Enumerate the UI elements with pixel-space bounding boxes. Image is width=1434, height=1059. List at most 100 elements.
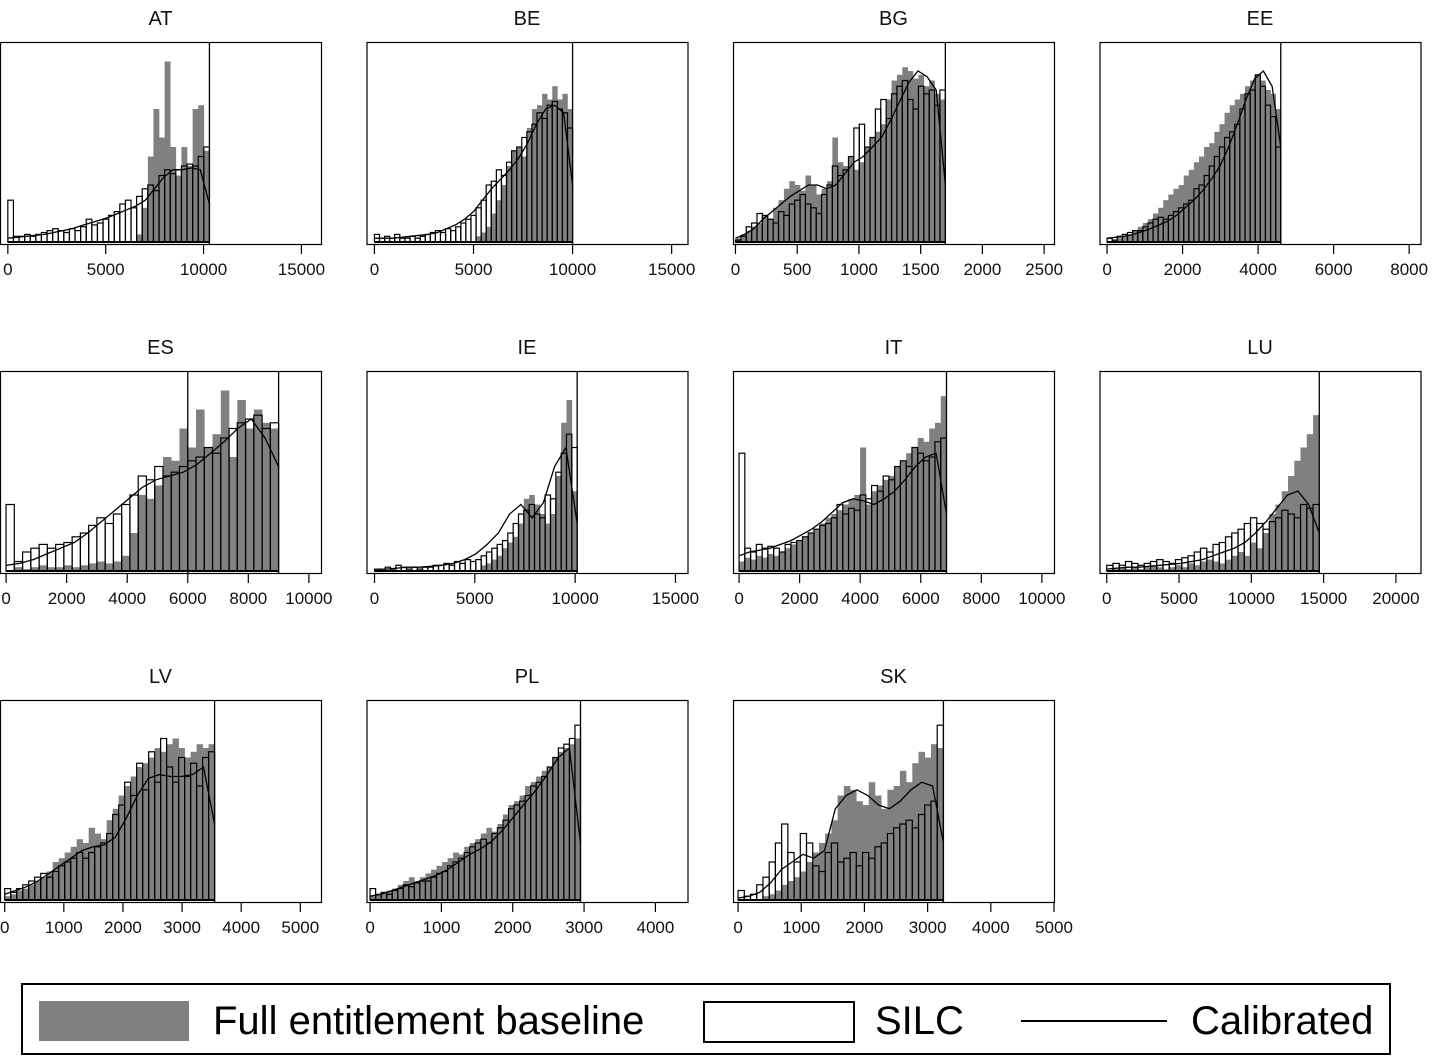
- baseline-bar: [1194, 565, 1201, 571]
- baseline-bar: [72, 567, 81, 571]
- baseline-bar: [154, 485, 164, 571]
- baseline-bar: [63, 565, 73, 571]
- baseline-bar: [547, 99, 553, 242]
- baseline-bar: [192, 109, 199, 242]
- baseline-bar: [569, 744, 576, 900]
- baseline-bar: [902, 67, 908, 242]
- x-tick-label: 0: [734, 589, 743, 608]
- x-tick-label: 4000: [222, 918, 260, 937]
- baseline-bar: [1163, 200, 1169, 242]
- x-tick-label: 2000: [1164, 260, 1202, 279]
- baseline-bar: [10, 894, 18, 900]
- calibrated-line: [374, 445, 578, 570]
- baseline-bar: [837, 162, 844, 242]
- x-tick-label: 6000: [1315, 260, 1353, 279]
- x-tick-label: 15000: [278, 260, 325, 279]
- plot-frame: [1099, 370, 1422, 575]
- baseline-bar: [860, 447, 867, 571]
- baseline-bar: [220, 390, 230, 571]
- baseline-bar: [821, 188, 828, 242]
- baseline-bar: [1275, 109, 1282, 242]
- x-tick-label: 10000: [549, 260, 596, 279]
- baseline-bar: [906, 453, 913, 571]
- baseline-bar: [516, 147, 523, 242]
- baseline-bar: [563, 748, 570, 900]
- baseline-bar: [138, 495, 147, 571]
- baseline-bar: [508, 805, 515, 900]
- baseline-bar: [481, 565, 487, 571]
- calibrated-line: [7, 167, 211, 239]
- x-tick-label: 1500: [902, 260, 940, 279]
- baseline-bar: [1270, 93, 1276, 242]
- baseline-bar: [775, 890, 782, 900]
- baseline-bar: [1213, 561, 1220, 571]
- baseline-bar: [924, 757, 932, 900]
- baseline-bar: [806, 862, 814, 900]
- baseline-bar: [1256, 548, 1264, 571]
- x-tick-label: 10000: [285, 589, 332, 608]
- baseline-bar: [800, 871, 807, 900]
- baseline-bar: [864, 147, 871, 242]
- baseline-bar: [550, 514, 557, 571]
- baseline-bar: [88, 563, 98, 571]
- baseline-bar: [939, 99, 946, 242]
- baseline-bar: [790, 544, 797, 571]
- x-tick-label: 0: [731, 260, 740, 279]
- baseline-bar: [561, 422, 567, 571]
- baseline-bar: [794, 877, 801, 900]
- baseline-bar: [562, 93, 568, 242]
- baseline-bar: [124, 786, 131, 900]
- baseline-bar: [136, 767, 143, 900]
- baseline-bar: [147, 156, 154, 242]
- baseline-bar: [825, 833, 832, 900]
- baseline-bar: [819, 523, 826, 571]
- baseline-bar: [502, 548, 509, 571]
- baseline-bar: [541, 770, 548, 900]
- baseline-bar: [229, 457, 238, 571]
- baseline-bar: [136, 234, 143, 242]
- panel-title: IE: [518, 337, 537, 359]
- baseline-bar: [1306, 434, 1314, 571]
- baseline-bar: [567, 109, 573, 242]
- baseline-bar: [212, 434, 222, 571]
- baseline-bar: [105, 563, 114, 571]
- baseline-bar: [496, 200, 502, 242]
- baseline-bar: [172, 738, 179, 900]
- legend-silc-label: SILC: [875, 999, 964, 1043]
- baseline-bar: [744, 557, 751, 571]
- x-tick-label: 3000: [163, 918, 201, 937]
- baseline-bar: [475, 839, 482, 900]
- legend-silc-swatch: [703, 1001, 855, 1043]
- baseline-bar: [82, 843, 89, 900]
- baseline-bar: [874, 795, 882, 900]
- baseline-bar: [850, 789, 857, 900]
- baseline-bar: [28, 884, 36, 900]
- baseline-bar: [491, 831, 498, 900]
- panel-ee: EE 0 2000 4000 6000 8000: [1099, 8, 1428, 279]
- baseline-bar: [767, 553, 774, 571]
- x-tick-label: 5000: [1035, 918, 1073, 937]
- baseline-bar: [536, 776, 543, 900]
- calibrated-line: [4, 765, 216, 895]
- baseline-bar: [175, 175, 182, 242]
- x-tick-label: 1000: [45, 918, 83, 937]
- baseline-bar: [414, 881, 421, 900]
- baseline-bar: [1200, 561, 1208, 571]
- baseline-bar: [1137, 226, 1144, 242]
- baseline-bar: [877, 485, 884, 571]
- x-tick-label: 1000: [782, 918, 820, 937]
- baseline-bar: [166, 744, 173, 900]
- calibrated-line: [1106, 490, 1320, 570]
- baseline-bar: [837, 795, 845, 900]
- baseline-bar: [1294, 460, 1301, 571]
- baseline-bar: [1281, 491, 1289, 571]
- baseline-bar: [856, 801, 863, 900]
- x-tick-label: 2500: [1025, 260, 1063, 279]
- baseline-bar: [769, 894, 776, 900]
- x-tick-label: 0: [1, 589, 10, 608]
- baseline-bar: [810, 185, 817, 242]
- baseline-bar: [870, 137, 876, 242]
- baseline-bar: [812, 852, 820, 900]
- x-tick-label: 15000: [648, 260, 695, 279]
- baseline-bar: [96, 561, 106, 571]
